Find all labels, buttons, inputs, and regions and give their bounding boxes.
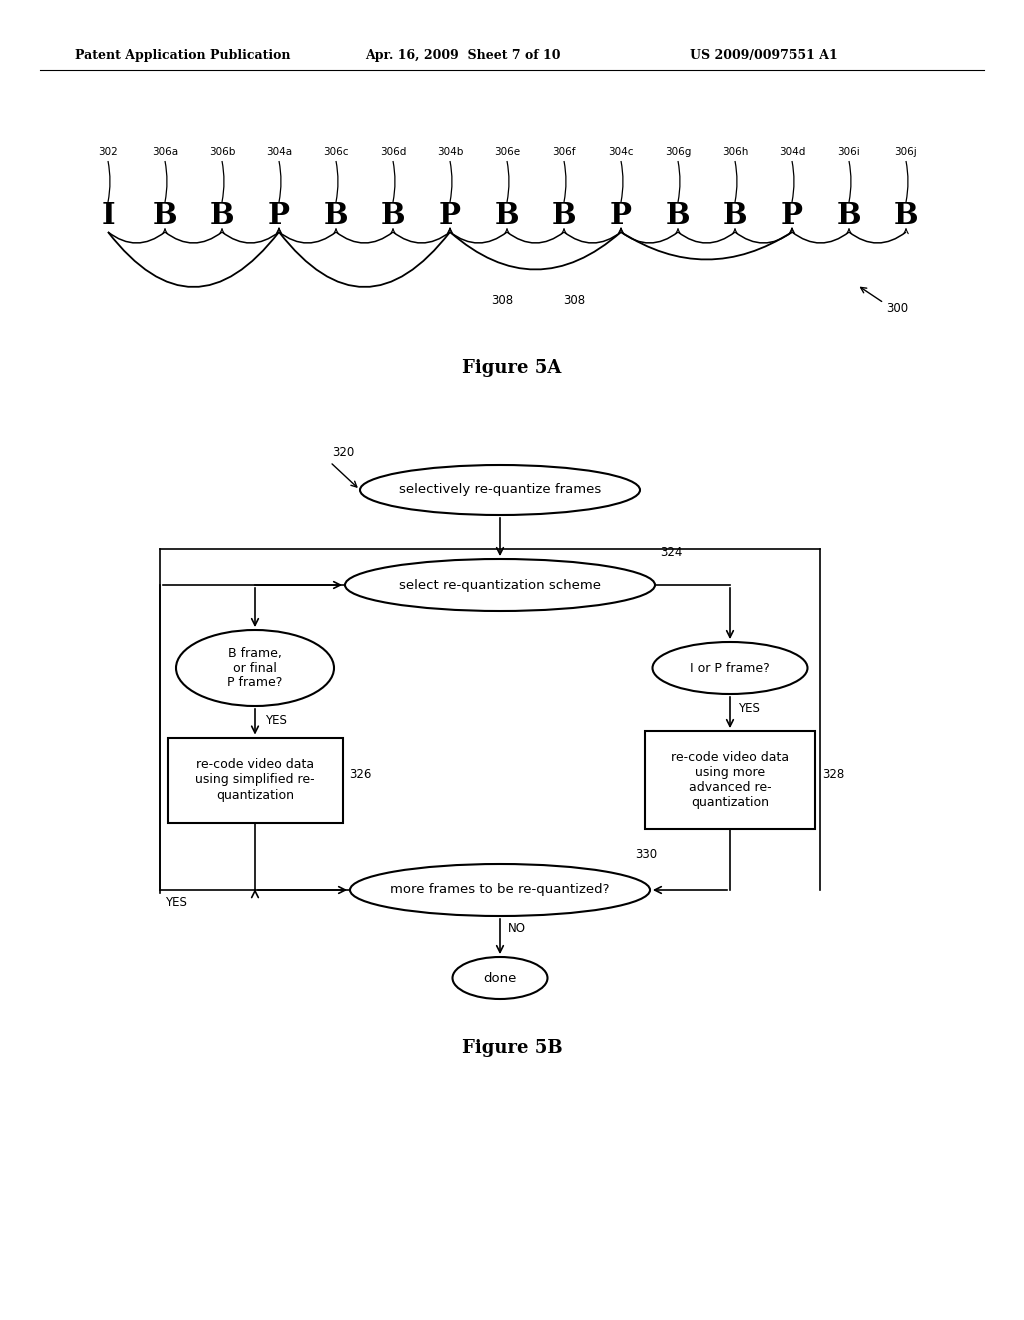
Text: B: B <box>552 201 577 230</box>
Text: B frame,
or final
P frame?: B frame, or final P frame? <box>227 647 283 689</box>
Text: B: B <box>324 201 348 230</box>
FancyBboxPatch shape <box>645 731 815 829</box>
Text: B: B <box>495 201 519 230</box>
Text: 306i: 306i <box>838 147 860 157</box>
Text: 306b: 306b <box>209 147 236 157</box>
Text: B: B <box>210 201 234 230</box>
Text: P: P <box>439 201 461 230</box>
Text: 306c: 306c <box>324 147 349 157</box>
Text: more frames to be re-quantized?: more frames to be re-quantized? <box>390 883 609 896</box>
Text: P: P <box>781 201 803 230</box>
Ellipse shape <box>453 957 548 999</box>
Text: US 2009/0097551 A1: US 2009/0097551 A1 <box>690 49 838 62</box>
Text: 320: 320 <box>332 446 354 458</box>
Text: 304a: 304a <box>266 147 292 157</box>
Text: YES: YES <box>265 714 287 727</box>
Text: 306d: 306d <box>380 147 407 157</box>
Text: YES: YES <box>738 702 760 715</box>
Text: selectively re-quantize frames: selectively re-quantize frames <box>399 483 601 496</box>
Text: P: P <box>610 201 632 230</box>
Text: 306e: 306e <box>494 147 520 157</box>
Text: 306f: 306f <box>552 147 575 157</box>
Ellipse shape <box>350 865 650 916</box>
Text: 304d: 304d <box>779 147 805 157</box>
Text: 306h: 306h <box>722 147 749 157</box>
Ellipse shape <box>345 558 655 611</box>
Text: re-code video data
using more
advanced re-
quantization: re-code video data using more advanced r… <box>671 751 790 809</box>
Text: P: P <box>268 201 290 230</box>
Text: done: done <box>483 972 517 985</box>
Text: 326: 326 <box>349 768 372 781</box>
Text: YES: YES <box>165 895 186 908</box>
Text: 306g: 306g <box>665 147 691 157</box>
Text: Patent Application Publication: Patent Application Publication <box>75 49 291 62</box>
Ellipse shape <box>652 642 808 694</box>
Text: I: I <box>101 201 115 230</box>
Ellipse shape <box>360 465 640 515</box>
Text: 328: 328 <box>822 768 844 781</box>
Text: 306a: 306a <box>152 147 178 157</box>
Text: B: B <box>381 201 406 230</box>
Ellipse shape <box>176 630 334 706</box>
Text: Apr. 16, 2009  Sheet 7 of 10: Apr. 16, 2009 Sheet 7 of 10 <box>365 49 560 62</box>
Text: B: B <box>666 201 690 230</box>
FancyBboxPatch shape <box>168 738 342 822</box>
Text: I or P frame?: I or P frame? <box>690 661 770 675</box>
Text: 324: 324 <box>660 546 682 560</box>
Text: select re-quantization scheme: select re-quantization scheme <box>399 578 601 591</box>
Text: 308: 308 <box>563 293 585 306</box>
Text: 308: 308 <box>490 293 513 306</box>
Text: NO: NO <box>508 921 526 935</box>
Text: B: B <box>837 201 861 230</box>
Text: re-code video data
using simplified re-
quantization: re-code video data using simplified re- … <box>196 759 314 801</box>
Text: 300: 300 <box>886 301 908 314</box>
Text: 330: 330 <box>635 849 657 862</box>
Text: 306j: 306j <box>895 147 918 157</box>
Text: B: B <box>153 201 177 230</box>
Text: B: B <box>894 201 919 230</box>
Text: 302: 302 <box>98 147 118 157</box>
Text: 304b: 304b <box>437 147 463 157</box>
Text: B: B <box>723 201 748 230</box>
Text: Figure 5A: Figure 5A <box>462 359 562 378</box>
Text: 304c: 304c <box>608 147 634 157</box>
Text: Figure 5B: Figure 5B <box>462 1039 562 1057</box>
